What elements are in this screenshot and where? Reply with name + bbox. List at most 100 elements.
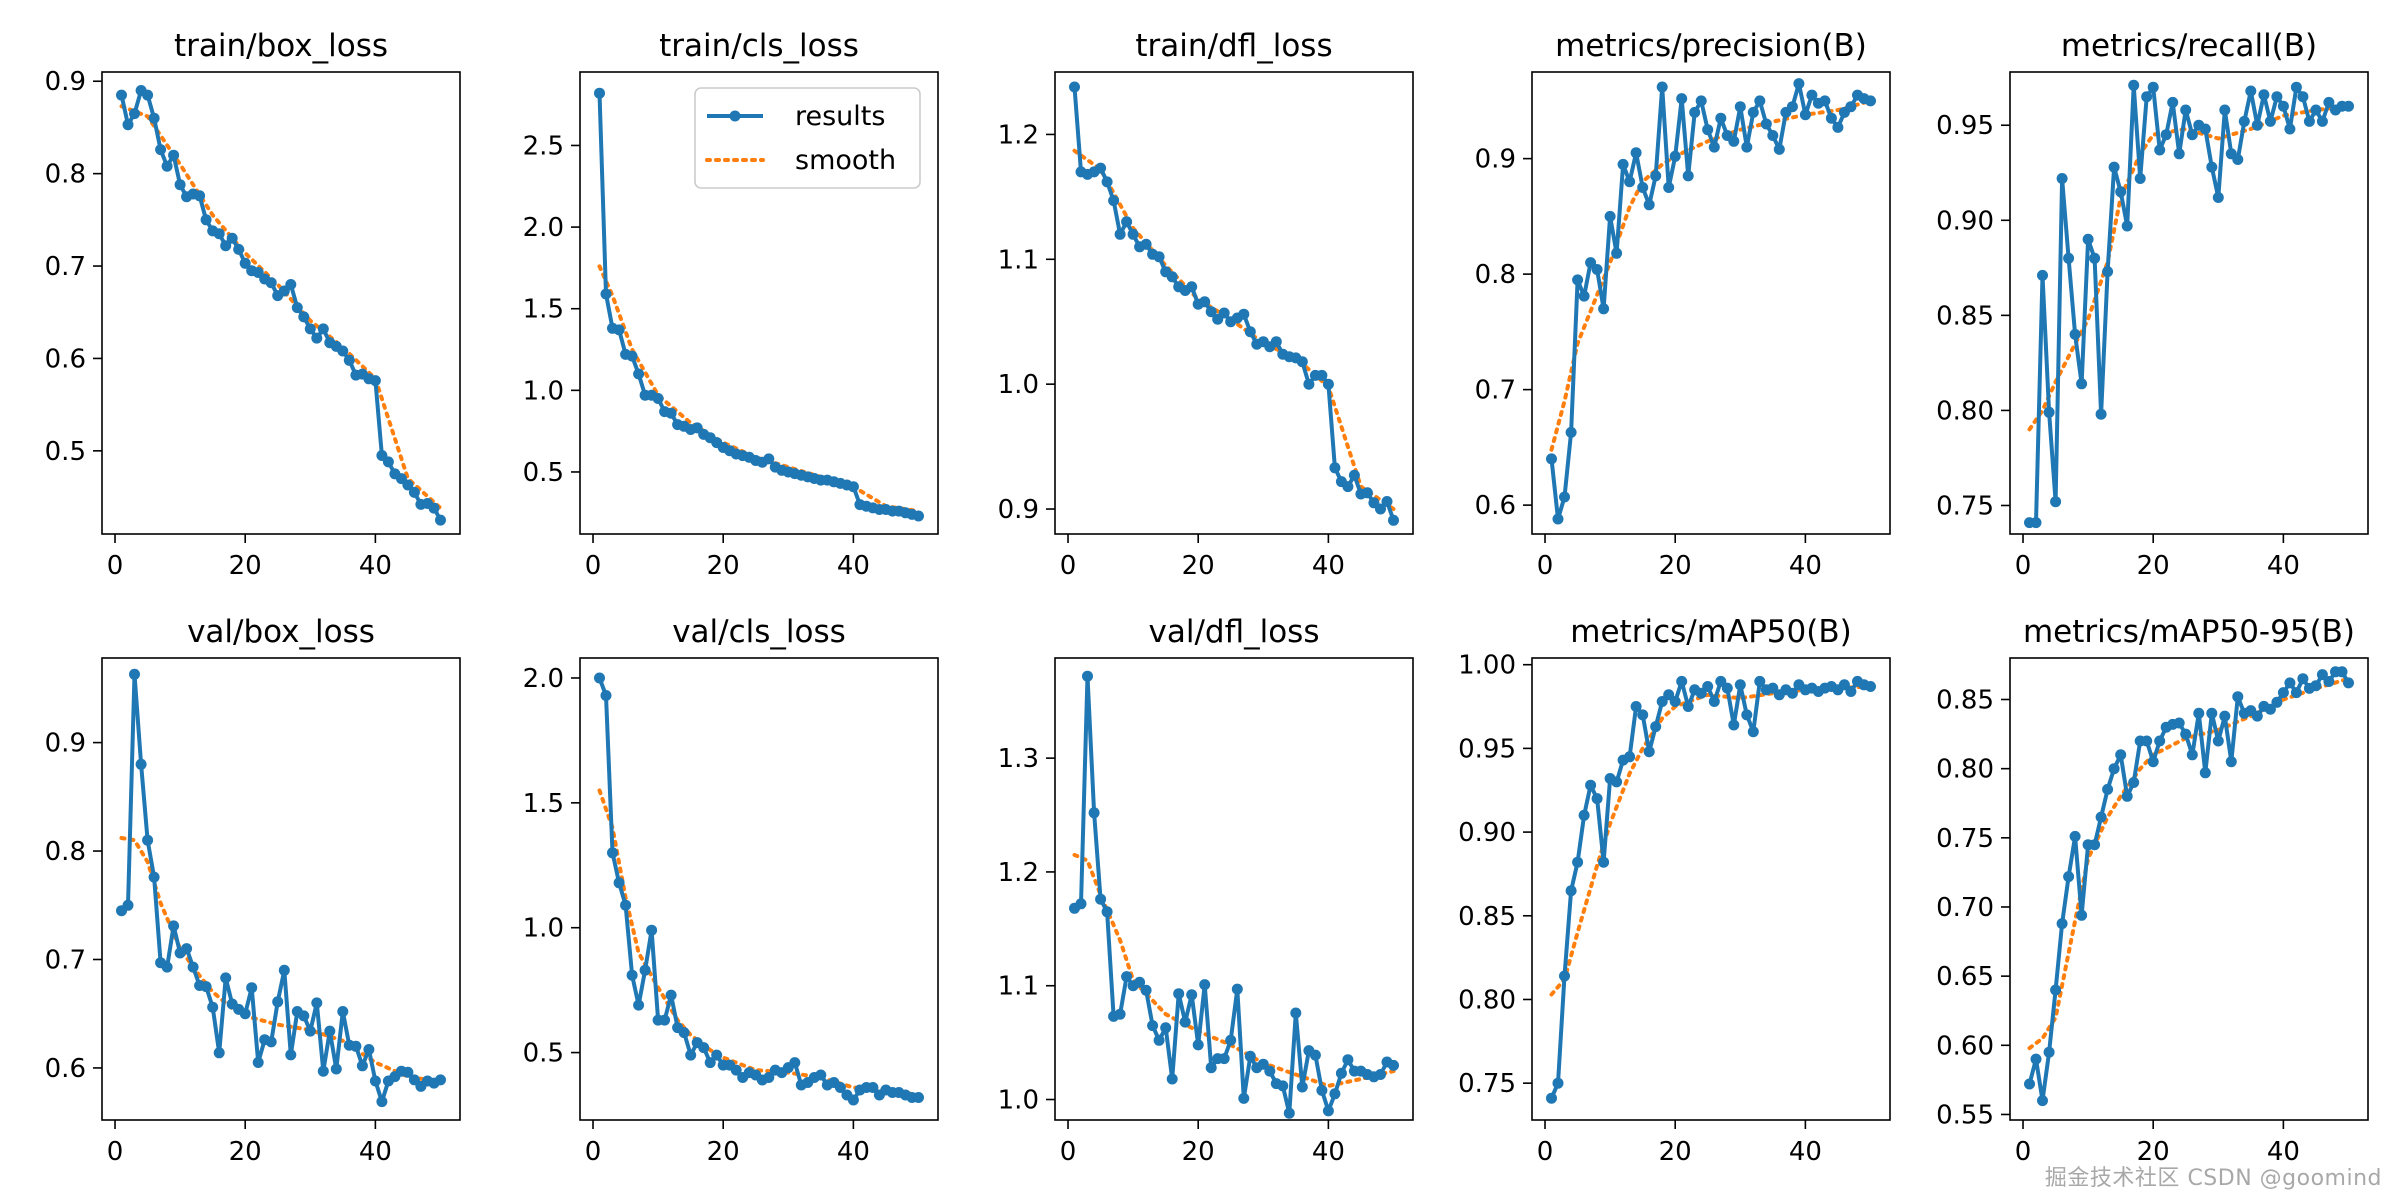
results-point <box>2251 710 2263 722</box>
results-point <box>815 1069 827 1081</box>
results-point <box>1637 709 1649 721</box>
results-point <box>1238 308 1250 320</box>
results-point <box>1303 378 1315 390</box>
results-point <box>1375 503 1386 515</box>
results-point <box>1088 807 1100 819</box>
results-point <box>142 89 154 101</box>
results-point <box>1604 210 1616 222</box>
results-point <box>2121 790 2133 802</box>
results-point <box>1643 199 1655 211</box>
results-point <box>847 1094 859 1106</box>
results-point <box>2284 123 2296 135</box>
results-point <box>2212 735 2224 747</box>
results-point <box>239 257 251 269</box>
results-point <box>317 323 329 335</box>
results-point <box>1572 856 1584 868</box>
legend-results-marker <box>729 110 741 122</box>
x-tick-label: 40 <box>359 551 392 581</box>
smooth-line <box>1549 98 1873 452</box>
results-point <box>2160 129 2172 141</box>
results-line <box>1072 86 1396 521</box>
results-point <box>1630 701 1642 712</box>
results-point <box>1728 135 1740 147</box>
subplot-5: metrics/recall(B) 0 20 40 0.75 0.80 0.85 0.90 0.… <box>1936 28 2369 581</box>
results-point <box>2069 328 2081 340</box>
results-point <box>122 899 134 911</box>
y-tick-label: 0.55 <box>1936 1100 1994 1130</box>
x-tick-label: 0 <box>1537 551 1554 581</box>
results-point <box>600 288 612 300</box>
results-point <box>1348 469 1360 481</box>
results-point <box>2069 830 2081 842</box>
axes-frame <box>2009 657 2369 1121</box>
y-tick-label: 0.90 <box>1936 206 1994 236</box>
subplot-title: val/cls_loss <box>672 614 846 650</box>
x-tick-label: 20 <box>2137 551 2170 581</box>
y-tick-label: 0.85 <box>1458 902 1516 932</box>
results-point <box>763 453 775 465</box>
smooth-line <box>1072 852 1396 1088</box>
results-point <box>337 1006 349 1017</box>
x-tick-label: 0 <box>585 551 602 581</box>
results-point <box>1329 1088 1341 1100</box>
results-point <box>1322 378 1334 390</box>
results-point <box>1140 238 1152 250</box>
results-point <box>1754 95 1766 107</box>
x-tick-label: 20 <box>1182 1137 1215 1167</box>
results-point <box>2108 763 2120 775</box>
results-point <box>168 149 180 161</box>
results-point <box>1277 1080 1289 1092</box>
results-point <box>2095 811 2107 823</box>
smooth-line <box>2027 676 2351 1051</box>
results-point <box>2108 161 2120 173</box>
results-point <box>200 981 212 993</box>
results-point <box>1689 106 1701 118</box>
results-point <box>1656 81 1668 93</box>
x-tick-label: 40 <box>2267 551 2300 581</box>
results-point <box>1708 696 1720 707</box>
results-point <box>698 1042 710 1054</box>
results-point <box>1244 1050 1256 1062</box>
results-point <box>1329 462 1341 474</box>
results-point <box>613 877 625 889</box>
results-line <box>597 677 919 1102</box>
results-point <box>265 277 277 289</box>
results-point <box>2056 173 2068 184</box>
subplot-title: metrics/mAP50-95(B) <box>2023 614 2355 650</box>
results-point <box>1101 176 1113 188</box>
smooth-line <box>1549 684 1873 997</box>
results-point <box>2343 100 2354 112</box>
results-point <box>2063 871 2075 883</box>
results-point <box>913 510 924 522</box>
results-point <box>1559 491 1570 503</box>
results-point <box>2310 680 2322 692</box>
results-point <box>2206 707 2218 719</box>
results-point <box>2193 707 2205 719</box>
results-point <box>1767 130 1779 141</box>
results-point <box>142 834 154 846</box>
results-point <box>2199 123 2211 135</box>
results-point <box>1342 481 1354 493</box>
results-point <box>2037 1095 2048 1107</box>
results-point <box>1114 1008 1126 1020</box>
subplot-9: metrics/mAP50(B) 0 20 40 0.75 0.80 0.85 0.90 0.9… <box>1458 614 1891 1167</box>
results-point <box>1728 719 1740 731</box>
results-point <box>1296 1081 1308 1093</box>
results-point <box>1270 336 1282 348</box>
results-point <box>1552 1077 1564 1089</box>
y-tick-label: 0.75 <box>1936 491 1994 521</box>
x-tick-label: 40 <box>1789 551 1822 581</box>
subplot-title: train/box_loss <box>174 28 388 64</box>
results-point <box>1153 251 1165 263</box>
results-point <box>1186 281 1198 293</box>
results-point <box>220 972 232 984</box>
legend-smooth-label: smooth <box>795 145 896 176</box>
y-tick-label: 2.5 <box>523 131 564 161</box>
results-point <box>626 350 638 362</box>
results-line <box>2029 83 2349 525</box>
results-point <box>659 1014 671 1026</box>
x-tick-label: 40 <box>1312 1137 1345 1167</box>
results-point <box>1845 101 1857 113</box>
results-point <box>2297 91 2309 103</box>
watermark-overlay-text: 掘金技术社区 <box>2044 1166 2180 1191</box>
